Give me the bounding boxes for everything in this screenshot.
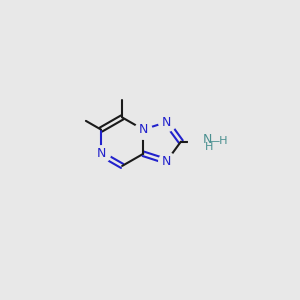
- Text: N: N: [96, 147, 106, 160]
- Text: H: H: [205, 142, 214, 152]
- Text: N: N: [203, 133, 212, 146]
- Text: N: N: [162, 116, 171, 129]
- Text: N: N: [162, 155, 171, 168]
- Text: —H: —H: [209, 136, 228, 146]
- Text: N: N: [139, 123, 148, 136]
